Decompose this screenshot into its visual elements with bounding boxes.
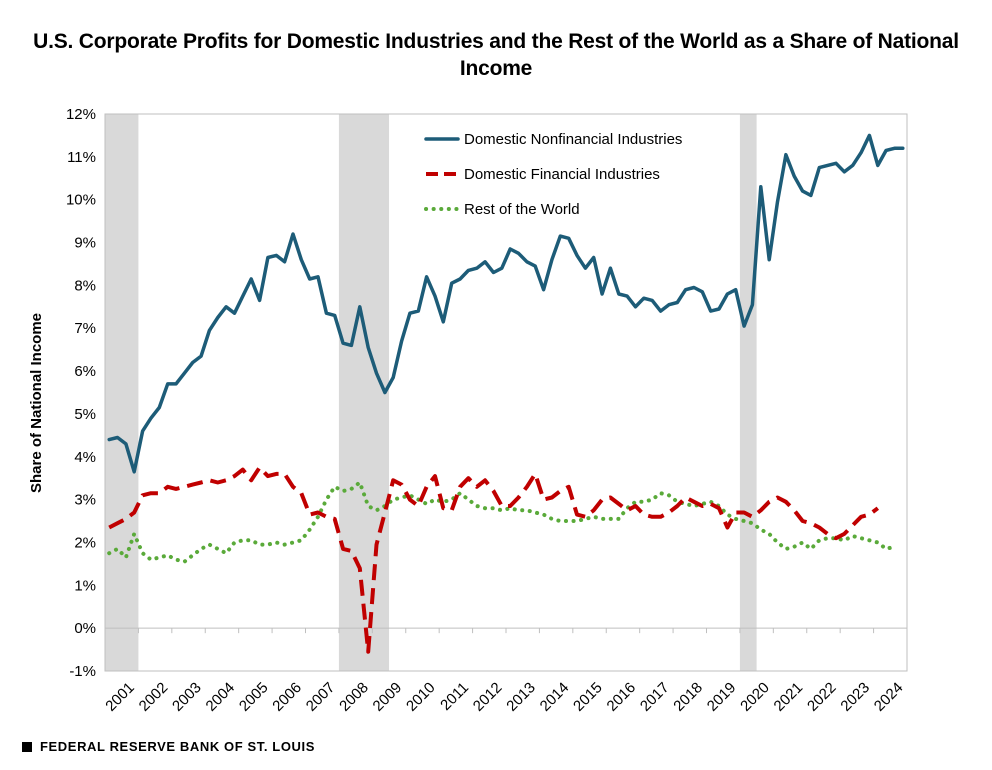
y-tick-label: 12% [66,106,96,123]
x-tick-label: 2021 [771,679,807,715]
logo-square-icon [22,741,32,752]
series-layer [107,133,905,654]
x-tick-label: 2018 [670,679,706,715]
footer-source: FEDERAL RESERVE BANK OF ST. LOUIS [22,739,315,754]
y-tick-label: 4% [74,449,96,466]
plot-frame [104,113,908,672]
x-tick-label: 2020 [737,679,773,715]
y-tick-label: 2% [74,534,96,551]
legend: Domestic Nonfinancial Industries Domestic… [424,131,682,218]
x-tick-label: 2013 [503,679,539,715]
x-tick-label: 2016 [604,679,640,715]
x-tick-label: 2010 [403,679,439,715]
x-tick-label: 2012 [470,679,506,715]
legend-label-2: Domestic Financial Industries [464,166,660,183]
x-tick-label: 2003 [169,679,205,715]
y-tick-label: 7% [74,320,96,337]
x-tick-label: 2004 [203,679,239,715]
y-tick-label: 6% [74,363,96,380]
x-tick-label: 2001 [102,679,138,715]
legend-label-3: Rest of the World [464,201,580,218]
y-tick-label: 1% [74,577,96,594]
x-tick-label: 2017 [637,679,673,715]
y-tick-label: 5% [74,406,96,423]
y-tick-label: 11% [67,149,96,166]
x-axis-tick-labels: 2001200220032004200520062007200820092010… [102,679,906,715]
x-tick-label: 2014 [537,679,573,715]
recession-band-2 [338,114,390,671]
chart-area: -1%0%1%2%3%4%5%6%7%8%9%10%11%12% 2001200… [28,106,908,715]
y-tick-label: 3% [74,492,96,509]
y-tick-label: 0% [74,620,96,637]
y-axis-tick-labels: -1% 0% 1% 2% 3% 4% 5% 6% 7% 8% 9% 10% 11% 12% [66,106,96,680]
x-tick-label: 2023 [837,679,873,715]
y-tick-label: -1% [69,663,96,680]
chart-title: U.S. Corporate Profits for Domestic Indu… [33,30,959,80]
x-tick-label: 2019 [704,679,740,715]
y-tick-label: 9% [74,235,96,252]
zero-axis-layer [104,627,908,634]
x-tick-label: 2024 [871,679,907,715]
legend-label-1: Domestic Nonfinancial Industries [464,131,682,148]
x-tick-label: 2002 [136,679,172,715]
x-tick-label: 2009 [370,679,406,715]
x-tick-label: 2011 [437,679,472,714]
series-line-domestic-financial-industries [108,465,880,654]
y-tick-label: 8% [74,277,96,294]
recession-band-3 [739,114,757,671]
y-tick-label: 10% [66,192,96,209]
x-tick-label: 2006 [269,679,305,715]
x-tick-label: 2005 [236,679,272,715]
x-tick-label: 2007 [303,679,339,715]
x-tick-label: 2015 [570,679,606,715]
series-line-rest-of-the-world [107,480,897,564]
recession-band-1 [105,114,139,671]
footer-source-text: FEDERAL RESERVE BANK OF ST. LOUIS [40,739,316,754]
recession-shading-layer [105,114,757,671]
x-tick-label: 2008 [336,679,372,715]
x-tick-label: 2022 [804,679,840,715]
series-line-domestic-nonfinancial-industries [107,133,905,474]
y-axis-label: Share of National Income [28,313,45,493]
